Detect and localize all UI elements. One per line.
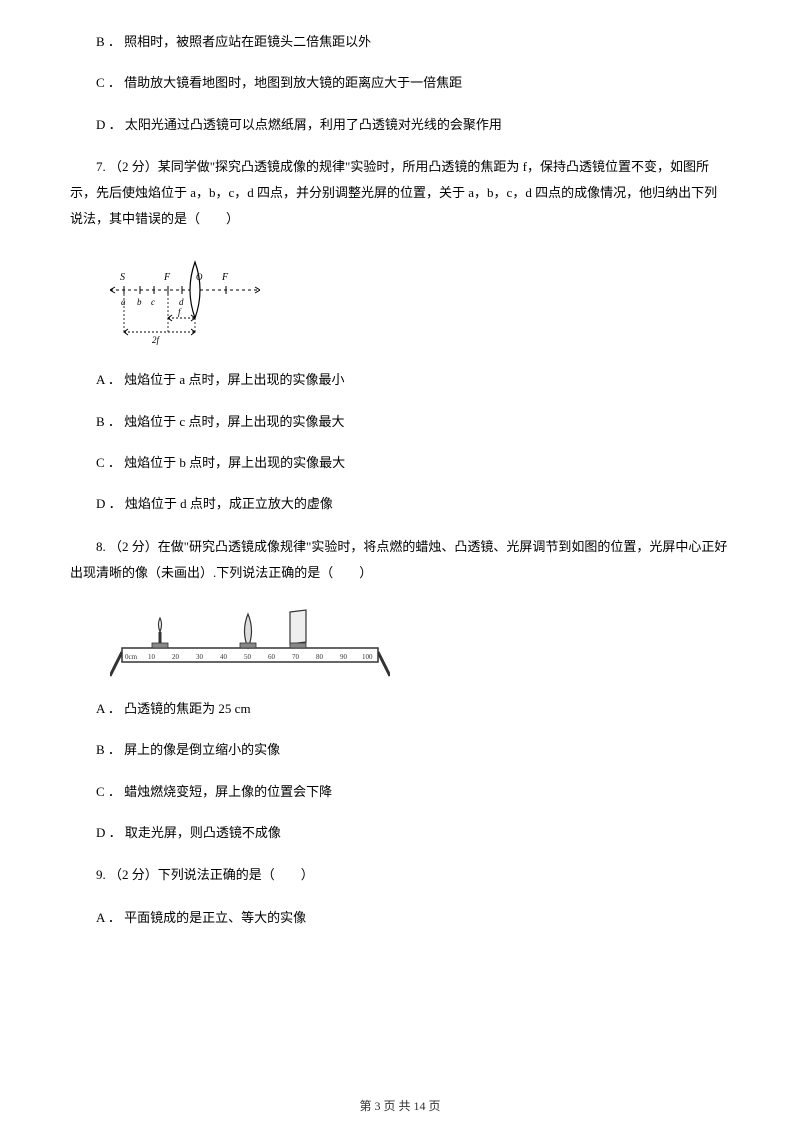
document-body: B ． 照相时，被照者应站在距镜头二倍焦距以外 C ． 借助放大镜看地图时，地图…	[70, 30, 730, 930]
svg-text:80: 80	[316, 653, 324, 661]
option-text: C ． 烛焰位于 b 点时，屏上出现的实像最大	[70, 451, 730, 474]
option-text: B ． 屏上的像是倒立缩小的实像	[70, 738, 730, 761]
lens-svg: S F O F a b c d f 2f	[110, 250, 260, 350]
option-text: D ． 太阳光通过凸透镜可以点燃纸屑，利用了凸透镜对光线的会聚作用	[70, 113, 730, 136]
option-text: C ． 蜡烛燃烧变短，屏上像的位置会下降	[70, 780, 730, 803]
svg-text:S: S	[120, 272, 125, 283]
question-8-intro: 8. （2 分）在做"研究凸透镜成像规律"实验时，将点燃的蜡烛、凸透镜、光屏调节…	[70, 534, 730, 586]
svg-text:50: 50	[244, 653, 252, 661]
optical-bench-diagram: 0cm 10 20 30 40 50 60 70 80 90 100	[110, 604, 730, 679]
svg-text:2f: 2f	[152, 335, 161, 345]
question-9-intro: 9. （2 分）下列说法正确的是（ ）	[70, 862, 730, 888]
option-text: B ． 照相时，被照者应站在距镜头二倍焦距以外	[70, 30, 730, 53]
option-text: A ． 平面镜成的是正立、等大的实像	[70, 906, 730, 929]
svg-text:b: b	[137, 297, 142, 307]
svg-text:a: a	[121, 297, 126, 307]
svg-text:90: 90	[340, 653, 348, 661]
svg-text:d: d	[179, 297, 184, 307]
svg-text:F: F	[221, 272, 229, 283]
option-text: A ． 烛焰位于 a 点时，屏上出现的实像最小	[70, 368, 730, 391]
option-text: B ． 烛焰位于 c 点时，屏上出现的实像最大	[70, 410, 730, 433]
svg-text:100: 100	[362, 653, 373, 661]
option-text: D ． 烛焰位于 d 点时，成正立放大的虚像	[70, 492, 730, 515]
page-footer: 第 3 页 共 14 页	[0, 1097, 800, 1114]
svg-text:f: f	[178, 307, 182, 317]
option-text: C ． 借助放大镜看地图时，地图到放大镜的距离应大于一倍焦距	[70, 71, 730, 94]
svg-text:c: c	[151, 297, 155, 307]
question-7-intro: 7. （2 分）某同学做"探究凸透镜成像的规律"实验时，所用凸透镜的焦距为 f，…	[70, 154, 730, 232]
bench-svg: 0cm 10 20 30 40 50 60 70 80 90 100	[110, 604, 390, 679]
lens-diagram: S F O F a b c d f 2f	[110, 250, 730, 350]
svg-text:70: 70	[292, 653, 300, 661]
svg-text:O: O	[196, 272, 203, 282]
svg-text:F: F	[163, 272, 171, 283]
option-text: A ． 凸透镜的焦距为 25 cm	[70, 697, 730, 720]
svg-text:60: 60	[268, 653, 276, 661]
svg-text:10: 10	[148, 653, 156, 661]
svg-text:20: 20	[172, 653, 180, 661]
svg-text:30: 30	[196, 653, 204, 661]
svg-text:0cm: 0cm	[125, 653, 138, 661]
svg-text:40: 40	[220, 653, 228, 661]
option-text: D ． 取走光屏，则凸透镜不成像	[70, 821, 730, 844]
